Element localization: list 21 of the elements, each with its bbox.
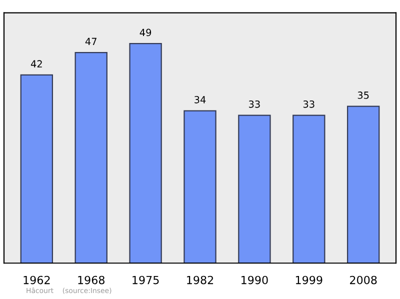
bar (184, 110, 216, 264)
data-label: 33 (249, 100, 260, 108)
data-label: 35 (358, 92, 369, 99)
bar (129, 43, 162, 264)
data-label: 42 (30, 60, 42, 68)
x-tick-label: 1990 (242, 276, 268, 284)
bar (20, 74, 54, 264)
data-label: 34 (194, 96, 206, 104)
bar (74, 52, 108, 264)
x-tick-label: 1962 (24, 276, 50, 284)
x-tick-label: 1975 (132, 276, 159, 284)
x-tick-label: 1982 (187, 276, 214, 284)
bar (346, 106, 380, 264)
data-label: 49 (140, 28, 152, 36)
x-tick-label: 1999 (296, 276, 322, 284)
x-tick-label: 1968 (78, 276, 104, 284)
data-label: 33 (303, 100, 314, 108)
x-tick-label: 2008 (350, 276, 377, 284)
data-label: 47 (85, 38, 96, 45)
bar (292, 114, 326, 264)
bar (238, 114, 271, 264)
